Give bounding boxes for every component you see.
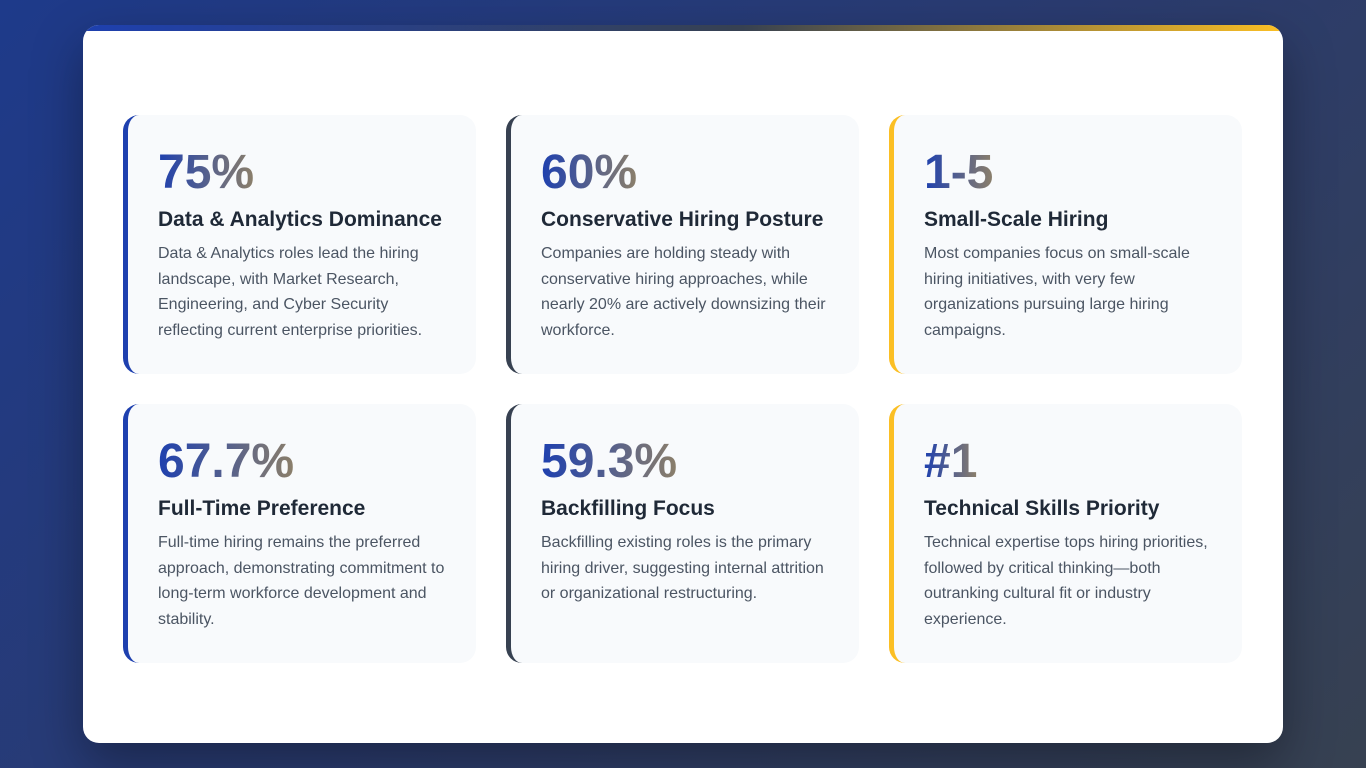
insight-card-backfilling: 59.3% Backfilling Focus Backfilling exis… <box>506 404 859 663</box>
stat-value: 75% <box>158 146 255 199</box>
slide-panel: 75% Data & Analytics Dominance Data & An… <box>83 25 1283 743</box>
stat-value: 59.3% <box>541 435 678 488</box>
insight-card-full-time: 67.7% Full-Time Preference Full-time hir… <box>123 404 476 663</box>
insight-card-data-analytics: 75% Data & Analytics Dominance Data & An… <box>123 115 476 374</box>
stat-value: #1 <box>924 435 978 488</box>
stat-value: 60% <box>541 146 638 199</box>
card-description: Most companies focus on small-scale hiri… <box>924 245 1190 339</box>
card-description: Data & Analytics roles lead the hiring l… <box>158 245 423 339</box>
top-accent-bar <box>83 25 1283 31</box>
stat-value: 67.7% <box>158 435 295 488</box>
card-title: Small-Scale Hiring <box>924 208 1109 231</box>
card-title: Conservative Hiring Posture <box>541 208 824 231</box>
insight-card-small-scale-hiring: 1-5 Small-Scale Hiring Most companies fo… <box>889 115 1242 374</box>
insight-card-conservative-hiring: 60% Conservative Hiring Posture Companie… <box>506 115 859 374</box>
card-description: Technical expertise tops hiring prioriti… <box>924 534 1208 628</box>
card-title: Data & Analytics Dominance <box>158 208 442 231</box>
card-description: Backfilling existing roles is the primar… <box>541 534 824 602</box>
card-title: Technical Skills Priority <box>924 497 1160 520</box>
card-description: Full-time hiring remains the preferred a… <box>158 534 445 628</box>
card-description: Companies are holding steady with conser… <box>541 245 826 339</box>
insight-grid: 75% Data & Analytics Dominance Data & An… <box>123 115 1243 663</box>
stat-value: 1-5 <box>924 146 994 199</box>
card-title: Full-Time Preference <box>158 497 366 520</box>
card-title: Backfilling Focus <box>541 497 715 520</box>
insight-card-technical-skills: #1 Technical Skills Priority Technical e… <box>889 404 1242 663</box>
